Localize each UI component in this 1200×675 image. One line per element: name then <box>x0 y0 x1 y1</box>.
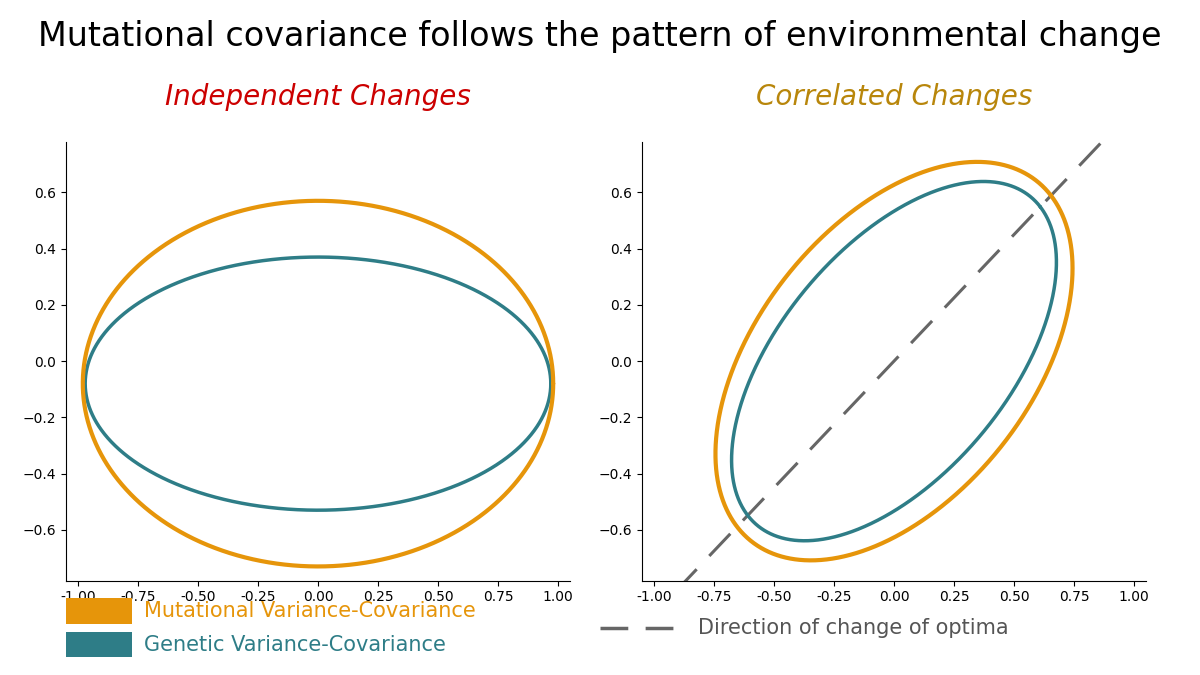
Text: Correlated Changes: Correlated Changes <box>756 84 1032 111</box>
Text: Mutational Variance-Covariance: Mutational Variance-Covariance <box>144 601 475 621</box>
Text: Independent Changes: Independent Changes <box>166 84 470 111</box>
Text: Genetic Variance-Covariance: Genetic Variance-Covariance <box>144 634 446 655</box>
Text: Direction of change of optima: Direction of change of optima <box>698 618 1009 638</box>
Text: Mutational covariance follows the pattern of environmental change: Mutational covariance follows the patter… <box>38 20 1162 53</box>
